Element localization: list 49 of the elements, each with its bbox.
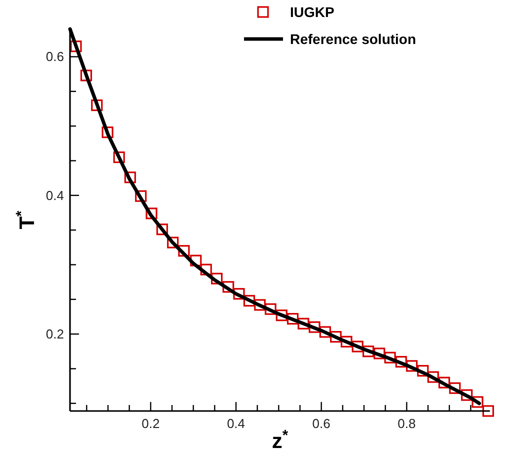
point [449, 382, 461, 394]
point [352, 340, 364, 352]
point [113, 151, 125, 164]
legend-label: IUGKP [290, 4, 334, 20]
point [374, 348, 386, 360]
point [286, 312, 299, 325]
point [427, 371, 439, 383]
y-tick-label: 0.2 [46, 326, 64, 342]
point [178, 245, 190, 257]
point [146, 208, 158, 220]
y-tick-label: 0.6 [46, 49, 64, 64]
x-tick-label: 0.8 [398, 416, 416, 431]
point [102, 126, 114, 138]
x-tick-label: 0.2 [142, 416, 160, 431]
point [319, 326, 331, 338]
point [210, 272, 223, 284]
point [124, 172, 136, 184]
x-tick-label: 0.6 [312, 416, 330, 431]
point [438, 376, 450, 388]
point [80, 70, 92, 82]
point [200, 264, 212, 276]
y-tick-label: 0.4 [46, 188, 64, 203]
point [308, 321, 320, 333]
legend-label: Reference solution [290, 31, 416, 47]
point [222, 281, 234, 293]
point [233, 288, 245, 300]
point [395, 356, 407, 368]
point [472, 396, 484, 408]
point [482, 405, 494, 417]
point [264, 303, 276, 315]
point [406, 360, 418, 372]
point [156, 224, 168, 236]
point [417, 364, 429, 377]
point [254, 299, 266, 311]
point [70, 40, 82, 52]
point [243, 294, 256, 307]
point [135, 190, 147, 202]
point [298, 318, 310, 330]
point [190, 254, 202, 266]
x-axis-title: z$^{*}$ [272, 428, 288, 453]
point [91, 99, 103, 112]
point [340, 336, 352, 348]
point [461, 389, 473, 401]
point [167, 236, 179, 248]
x-tick-label: 0.4 [226, 416, 246, 431]
point [362, 346, 374, 358]
point [276, 310, 288, 322]
point [384, 352, 396, 364]
point [330, 331, 342, 343]
